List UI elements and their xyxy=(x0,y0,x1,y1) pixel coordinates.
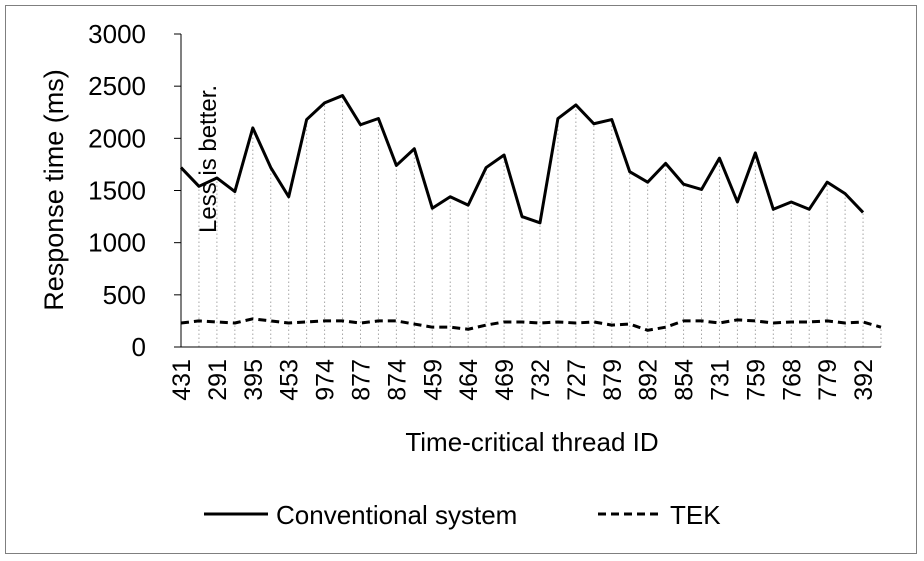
y-tick-labels: 0 500 1000 1500 2000 2500 3000 xyxy=(88,19,146,362)
x-tick-label: 874 xyxy=(383,359,411,401)
x-tick-label: 779 xyxy=(814,359,842,401)
y-tick-label: 0 xyxy=(132,332,146,362)
x-tick-label: 974 xyxy=(312,359,340,401)
x-tick-label: 453 xyxy=(276,359,304,401)
series-line-conventional xyxy=(179,94,865,225)
x-tick-label: 727 xyxy=(563,359,591,401)
annotation-less-is-better: Less is better. xyxy=(195,85,222,233)
y-tick-label: 2000 xyxy=(88,123,146,153)
x-tick-label: 464 xyxy=(455,359,483,401)
x-tick-label: 759 xyxy=(742,359,770,401)
x-tick-label: 854 xyxy=(671,359,699,401)
x-tick-labels: 431 291 395 453 974 877 874 459 464 469 732 727 879 8… xyxy=(168,359,878,401)
chart-frame xyxy=(5,5,917,554)
x-tick-label: 877 xyxy=(347,359,375,401)
x-tick-label: 732 xyxy=(527,359,555,401)
x-tick-label: 291 xyxy=(204,359,232,401)
axes xyxy=(174,33,881,348)
legend-label-tek: TEK xyxy=(670,500,721,530)
legend: Conventional system TEK xyxy=(204,500,721,530)
series-line-tek xyxy=(180,317,882,332)
x-tick-label: 879 xyxy=(599,359,627,401)
y-tick-label: 3000 xyxy=(88,19,146,49)
x-tick-label: 431 xyxy=(168,359,196,401)
x-tick-label: 731 xyxy=(706,359,734,401)
x-tick-label: 395 xyxy=(240,359,268,401)
drop-lines xyxy=(180,95,882,347)
y-tick-label: 2500 xyxy=(88,71,146,101)
x-tick-label: 459 xyxy=(419,359,447,401)
y-tick-label: 500 xyxy=(103,280,146,310)
series-lines xyxy=(179,94,882,332)
x-tick-label: 892 xyxy=(635,359,663,401)
x-tick-label: 768 xyxy=(778,359,806,401)
x-axis-title: Time-critical thread ID xyxy=(405,427,658,457)
y-tick-label: 1000 xyxy=(88,228,146,258)
x-tick-label: 392 xyxy=(850,359,878,401)
legend-label-conventional: Conventional system xyxy=(276,500,517,530)
y-tick-label: 1500 xyxy=(88,176,146,206)
x-tick-label: 469 xyxy=(491,359,519,401)
y-axis-title: Response time (ms) xyxy=(39,69,69,311)
